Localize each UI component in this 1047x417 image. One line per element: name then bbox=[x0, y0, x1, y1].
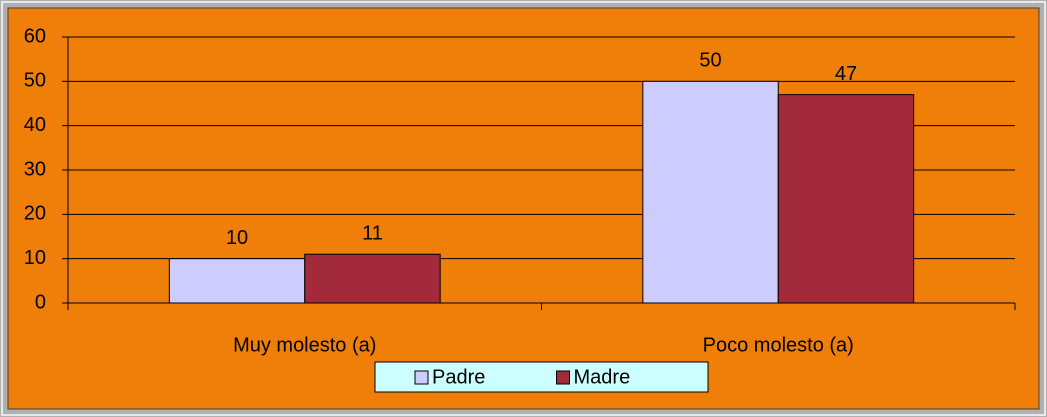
legend-label: Madre bbox=[574, 366, 631, 388]
y-tick-label: 0 bbox=[35, 291, 46, 313]
y-tick-label: 60 bbox=[24, 25, 46, 47]
legend-swatch bbox=[414, 370, 429, 385]
y-tick-label: 10 bbox=[24, 247, 46, 269]
y-tick-label: 20 bbox=[24, 203, 46, 225]
x-tick-label: Poco molesto (a) bbox=[703, 334, 854, 356]
x-tick-label: Muy molesto (a) bbox=[233, 334, 376, 356]
bar bbox=[168, 258, 306, 304]
data-label: 50 bbox=[699, 50, 721, 72]
y-tick-label: 50 bbox=[24, 70, 46, 92]
y-tick-label: 40 bbox=[24, 114, 46, 136]
bar bbox=[304, 253, 441, 304]
bar bbox=[777, 94, 915, 304]
bar bbox=[642, 80, 779, 304]
data-label: 11 bbox=[362, 223, 383, 245]
legend-box bbox=[374, 361, 709, 393]
legend-label: Padre bbox=[432, 366, 485, 388]
data-label: 10 bbox=[226, 227, 248, 249]
data-label: 47 bbox=[835, 63, 857, 85]
legend-swatch bbox=[556, 370, 571, 385]
y-tick-label: 30 bbox=[24, 158, 46, 180]
